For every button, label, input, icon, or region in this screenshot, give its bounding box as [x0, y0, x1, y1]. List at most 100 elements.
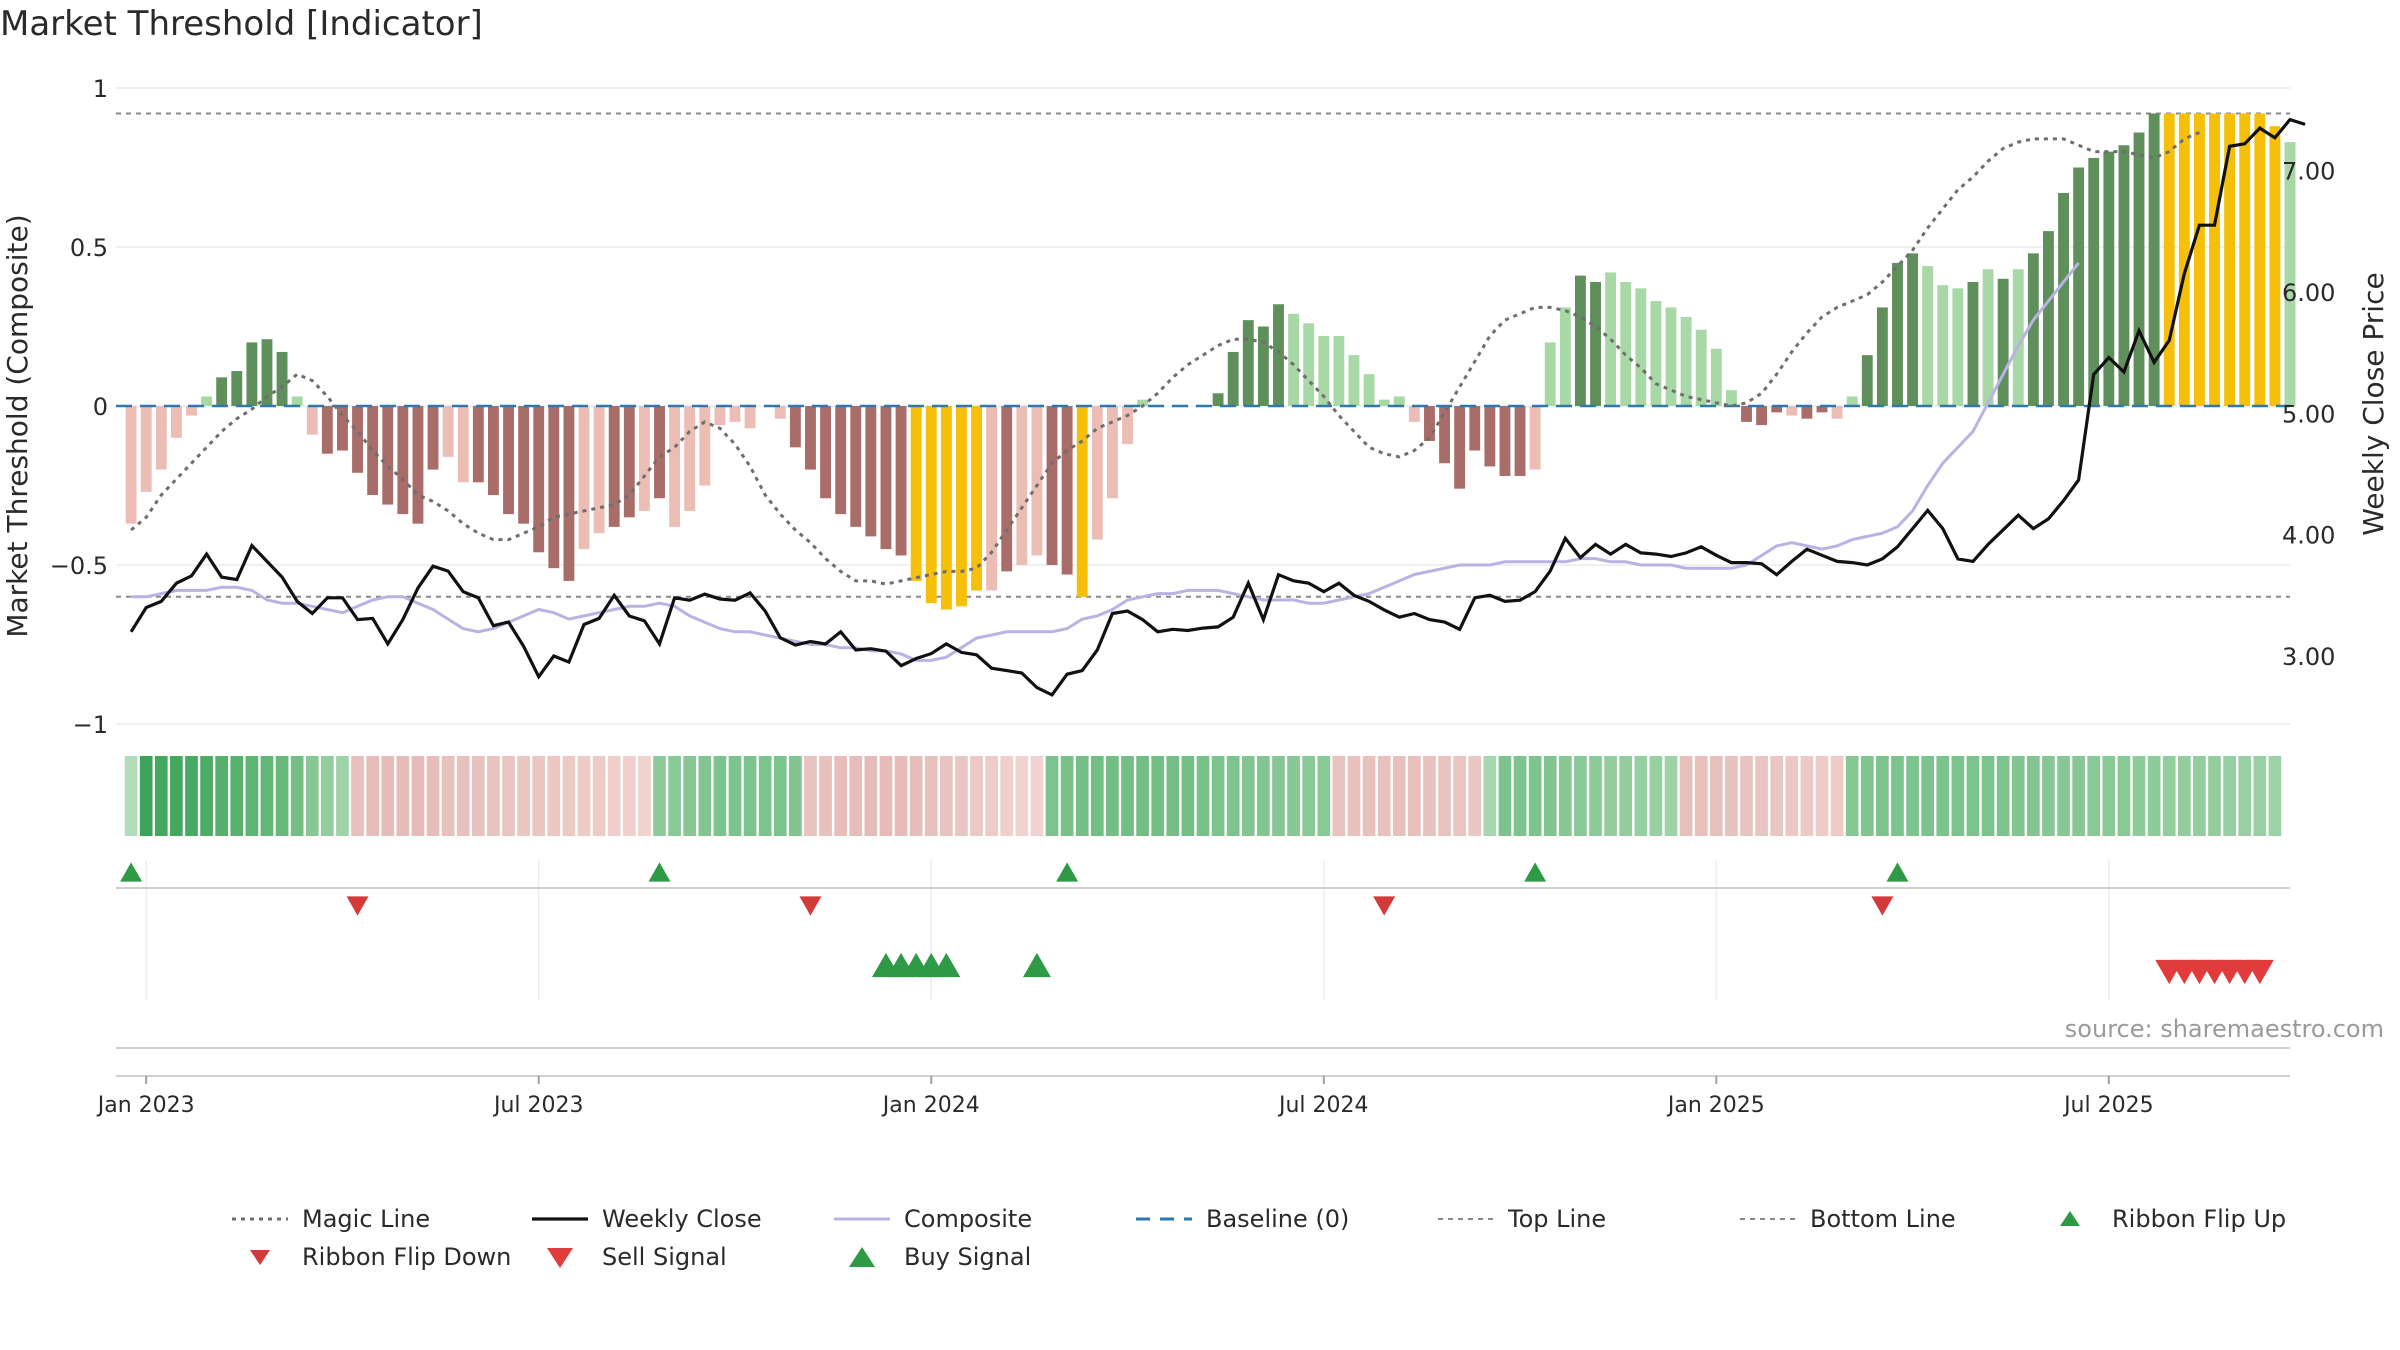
ribbon-cell: [170, 756, 183, 836]
composite-bar: [1031, 406, 1043, 556]
composite-bar: [1816, 406, 1828, 413]
x-tick-label: Jul 2025: [2062, 1093, 2154, 1118]
composite-bar: [1288, 313, 1300, 406]
ribbon-cell: [1015, 756, 1029, 836]
legend-item: Buy Signal: [832, 1243, 1031, 1271]
composite-bar: [654, 406, 665, 499]
composite-bar: [2073, 167, 2085, 406]
composite-bar: [1922, 266, 1934, 406]
y-left-tick-label: 0: [93, 393, 108, 421]
ribbon-cell: [547, 756, 561, 836]
composite-bar: [487, 406, 499, 496]
composite-bar: [1001, 406, 1013, 572]
ribbon-cell: [607, 756, 621, 836]
composite-bar: [1786, 406, 1798, 416]
ribbon-cell: [1936, 756, 1950, 836]
composite-bar: [2178, 113, 2190, 406]
composite-bar: [1529, 406, 1541, 470]
legend-swatch: [547, 1248, 573, 1268]
ribbon-cell: [2223, 756, 2236, 836]
composite-bar: [563, 406, 575, 581]
legend-item: Top Line: [1436, 1205, 1606, 1233]
ribbon-cell: [1574, 756, 1587, 836]
composite-bar: [170, 406, 182, 438]
ribbon-cell: [2253, 756, 2267, 836]
ribbon-cell: [2057, 756, 2070, 836]
legend-swatch: [849, 1247, 875, 1267]
ribbon-cell: [1709, 756, 1723, 836]
composite-bar: [1378, 399, 1390, 406]
composite-bar: [986, 406, 998, 591]
composite-bar: [1137, 399, 1149, 406]
y-left-tick-label: 0.5: [70, 234, 108, 262]
composite-bar: [2103, 151, 2115, 406]
ribbon-cell: [275, 756, 289, 836]
composite-bar: [2254, 113, 2266, 406]
ribbon-cell: [562, 756, 576, 836]
ribbon-cell: [124, 756, 138, 836]
ribbon-flip-up-marker: [1886, 862, 1909, 882]
composite-bar: [1439, 406, 1450, 464]
ribbon-flip-down-marker: [1373, 896, 1396, 916]
ribbon-cell: [351, 756, 364, 836]
legend-swatch: [232, 1217, 288, 1221]
y-right-tick-label: 5.00: [2282, 400, 2335, 428]
legend-item: Magic Line: [230, 1205, 430, 1233]
composite-bar: [2269, 126, 2281, 406]
ribbon-cell: [1755, 756, 1768, 836]
ribbon-cell: [200, 756, 213, 836]
ribbon-cell: [1468, 756, 1482, 836]
ribbon-cell: [1272, 756, 1285, 836]
ribbon-cell: [245, 756, 259, 836]
ribbon-cell: [1196, 756, 1210, 836]
ribbon-flip-down-marker: [346, 896, 369, 916]
composite-bar: [1544, 342, 1556, 406]
ribbon-cell: [1634, 756, 1648, 836]
composite-bar: [472, 406, 484, 483]
y-right-axis-label: Weekly Close Price: [2357, 272, 2390, 535]
composite-bar: [1937, 285, 1949, 406]
composite-bar: [1091, 406, 1103, 540]
ribbon-cell: [1226, 756, 1240, 836]
composite-bar: [850, 406, 862, 527]
ribbon-cell: [1694, 756, 1708, 836]
source-credit: source: sharemaestro.com: [2064, 1015, 2384, 1043]
legend-label: Composite: [904, 1205, 1033, 1233]
ribbon-cell: [1513, 756, 1527, 836]
composite-bar: [699, 406, 711, 486]
ribbon-cell: [1408, 756, 1421, 836]
ribbon-cell: [1891, 756, 1904, 836]
ribbon-cell: [1090, 756, 1104, 836]
ribbon-cell: [1921, 756, 1935, 836]
composite-bar: [367, 406, 379, 496]
composite-bar: [1257, 326, 1269, 406]
composite-bar: [2284, 142, 2296, 406]
ribbon-flip-down-marker: [799, 896, 822, 916]
ribbon-cell: [985, 756, 998, 836]
ribbon-flip-up-marker: [1524, 862, 1547, 882]
ribbon-cell: [1770, 756, 1784, 836]
ribbon-cell: [698, 756, 712, 836]
composite-bar: [578, 406, 590, 550]
composite-bar: [397, 406, 409, 515]
legend-swatch: [250, 1250, 270, 1265]
ribbon-cell: [321, 756, 334, 836]
composite-bar: [1725, 390, 1737, 406]
composite-bar: [457, 406, 469, 483]
y-right-tick-label: 4.00: [2282, 522, 2335, 550]
legend-label: Ribbon Flip Down: [302, 1243, 512, 1271]
ribbon-cell: [1423, 756, 1436, 836]
ribbon-cell: [1075, 756, 1089, 836]
ribbon-cell: [1287, 756, 1300, 836]
composite-bar: [1016, 406, 1028, 565]
x-tick-label: Jan 2024: [881, 1093, 980, 1118]
composite-bar: [1831, 406, 1843, 419]
ribbon-cell: [215, 756, 229, 836]
composite-bar: [1318, 336, 1330, 406]
composite-bar: [789, 406, 801, 448]
legend-item: Weekly Close: [530, 1205, 762, 1233]
composite-bar: [2118, 145, 2130, 407]
ribbon-cell: [2011, 756, 2025, 836]
composite-bar: [1967, 281, 1979, 406]
composite-bar: [231, 371, 243, 406]
